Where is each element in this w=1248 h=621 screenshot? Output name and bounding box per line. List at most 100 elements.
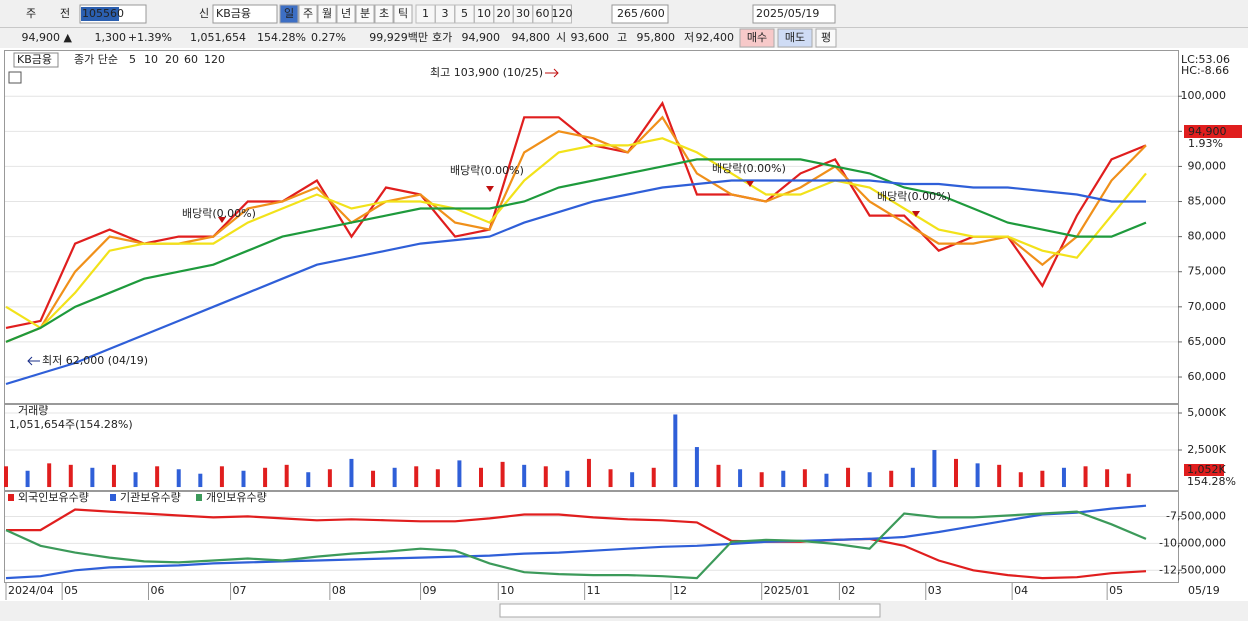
volume-bar bbox=[327, 469, 332, 488]
y-tick-label: -7,500,000 bbox=[1166, 509, 1226, 522]
volume-bar bbox=[716, 464, 721, 488]
volume-bar bbox=[889, 470, 894, 488]
interval-btn[interactable] bbox=[298, 4, 318, 24]
name-input[interactable] bbox=[212, 4, 278, 24]
last-volume: 1,052K bbox=[1187, 463, 1226, 476]
volume-bar bbox=[198, 473, 203, 488]
series-line bbox=[5, 137, 1147, 330]
volume-bar bbox=[781, 470, 786, 488]
code: 105560 bbox=[82, 7, 124, 20]
legend-item: 120 bbox=[204, 53, 225, 66]
x-tick-label: 2025/01 bbox=[764, 584, 810, 597]
period[interactable]: 주 bbox=[26, 7, 36, 20]
minute[interactable]: 1 bbox=[422, 7, 429, 20]
minute[interactable]: 60 bbox=[536, 7, 550, 20]
btn-buy[interactable]: 매수 bbox=[747, 31, 767, 44]
y-tick-label: 100,000 bbox=[1181, 89, 1227, 102]
y-tick-label: 80,000 bbox=[1188, 230, 1227, 243]
legend-item: 외국인보유수량 bbox=[18, 491, 89, 504]
chart-title: KB금융 bbox=[17, 53, 52, 66]
btn-buy[interactable] bbox=[739, 28, 775, 48]
minute[interactable]: 20 bbox=[497, 7, 511, 20]
holdings-pane bbox=[4, 491, 1179, 583]
date-input[interactable] bbox=[752, 4, 836, 24]
legend-swatch bbox=[110, 494, 116, 501]
quote-low_label: 저 bbox=[684, 31, 694, 44]
btn-sell[interactable] bbox=[777, 28, 813, 48]
prev[interactable]: 전 bbox=[60, 7, 70, 20]
series-line bbox=[5, 115, 1147, 343]
y-tick-label: -10,000,000 bbox=[1159, 536, 1226, 549]
interval[interactable]: 일 bbox=[284, 6, 294, 20]
interval-btn[interactable] bbox=[279, 4, 299, 24]
volume-bar bbox=[349, 458, 354, 488]
minute-btn[interactable] bbox=[552, 4, 572, 24]
table-icon[interactable] bbox=[8, 71, 22, 84]
btn-avg[interactable] bbox=[815, 28, 837, 48]
interval[interactable]: 주 bbox=[303, 7, 313, 20]
annotation: 배당락(0.00%) bbox=[182, 207, 256, 220]
interval-btn[interactable] bbox=[393, 4, 413, 24]
volume-bar bbox=[802, 469, 807, 488]
series-line bbox=[6, 508, 1147, 580]
volume-bar bbox=[241, 470, 246, 488]
minute[interactable]: 5 bbox=[461, 7, 468, 20]
x-tick-label: 09 bbox=[423, 584, 437, 597]
legend-item: 5 bbox=[129, 53, 136, 66]
price-pane bbox=[4, 50, 1179, 404]
last-volume-rate: 154.28% bbox=[1187, 475, 1236, 488]
interval[interactable]: 초 bbox=[379, 7, 389, 20]
quote-open: 93,600 bbox=[571, 31, 610, 44]
interval[interactable]: 년 bbox=[341, 7, 351, 20]
y-tick-label: 60,000 bbox=[1188, 370, 1227, 383]
interval[interactable]: 분 bbox=[360, 7, 370, 20]
volume-bar bbox=[414, 466, 419, 488]
name: KB금융 bbox=[216, 7, 251, 20]
volume-bar bbox=[90, 467, 95, 488]
interval-btn[interactable] bbox=[355, 4, 375, 24]
interval[interactable]: 월 bbox=[322, 7, 332, 20]
volume-bar bbox=[219, 466, 224, 488]
btn-sell[interactable]: 매도 bbox=[785, 31, 805, 44]
dividend-marker bbox=[486, 186, 494, 192]
minute[interactable]: 120 bbox=[552, 7, 573, 20]
scroll-thumb[interactable] bbox=[499, 603, 881, 618]
annotation: 배당락(0.00%) bbox=[877, 190, 951, 203]
interval-btn[interactable] bbox=[317, 4, 337, 24]
minute[interactable]: 30 bbox=[516, 7, 530, 20]
volume-bar bbox=[306, 472, 311, 488]
y-tick-label: 70,000 bbox=[1188, 300, 1227, 313]
series-line bbox=[5, 510, 1147, 580]
x-tick-label: 05 bbox=[64, 584, 78, 597]
volume-bar bbox=[47, 463, 52, 488]
volume-bar bbox=[1126, 473, 1131, 488]
x-tick-label: 08 bbox=[332, 584, 346, 597]
count-input bbox=[611, 4, 669, 24]
volume-bar bbox=[522, 464, 527, 488]
x-tick-label: 02 bbox=[841, 584, 855, 597]
code-select bbox=[81, 7, 119, 21]
y-tick-label: -12,500,000 bbox=[1159, 563, 1226, 576]
quote-price: 94,900 ▲ bbox=[22, 31, 73, 44]
date: 2025/05/19 bbox=[756, 7, 819, 20]
volume-bar bbox=[1083, 466, 1088, 488]
quote-change: 1,300 bbox=[95, 31, 127, 44]
quote-vol_rate: 154.28% bbox=[257, 31, 306, 44]
minute[interactable]: 10 bbox=[477, 7, 491, 20]
series-line bbox=[5, 179, 1146, 386]
volume-bar bbox=[1018, 472, 1023, 488]
y-tick-label: 75,000 bbox=[1188, 265, 1227, 278]
y-tick-label: 2,500K bbox=[1187, 443, 1226, 456]
minute[interactable]: 3 bbox=[442, 7, 449, 20]
y-tick-label: 85,000 bbox=[1188, 195, 1227, 208]
quote-ask: 94,900 bbox=[462, 31, 501, 44]
volume-bar bbox=[500, 461, 505, 488]
interval-btn[interactable] bbox=[374, 4, 394, 24]
volume-bar bbox=[932, 450, 937, 488]
btn-avg[interactable]: 평 bbox=[821, 31, 831, 44]
interval[interactable]: 틱 bbox=[398, 7, 408, 20]
new[interactable]: 신 bbox=[199, 7, 209, 20]
interval-btn[interactable] bbox=[336, 4, 356, 24]
y-tick-label: 90,000 bbox=[1188, 159, 1227, 172]
